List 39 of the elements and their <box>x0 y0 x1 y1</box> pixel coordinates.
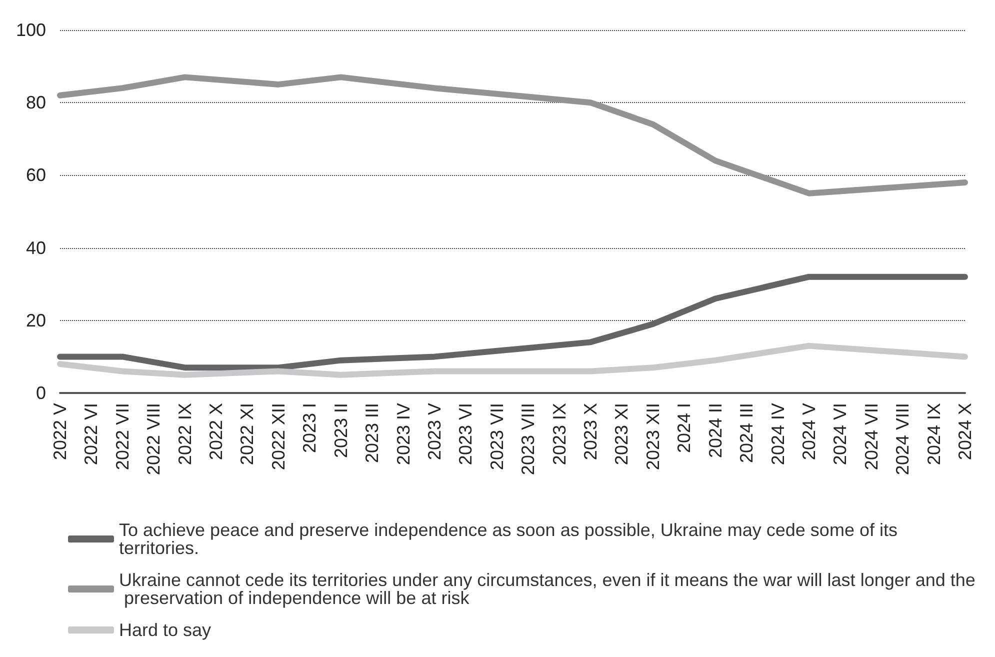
x-tick-label: 2024 IV <box>768 403 788 466</box>
x-tick-label: 2023 II <box>330 403 351 458</box>
x-tick-label: 2024 VIII <box>892 403 913 476</box>
x-tick-label: 2024 I <box>674 403 694 454</box>
x-tick-label: 2024 VI <box>830 403 850 466</box>
y-tick-label: 40 <box>26 238 46 258</box>
x-tick-label: 2023 XI <box>612 403 632 466</box>
x-tick-label: 2023 V <box>424 403 444 460</box>
x-tick-label: 2022 VII <box>112 403 132 470</box>
y-tick-label: 20 <box>26 310 46 330</box>
x-tick-label: 2023 III <box>362 403 382 464</box>
x-tick-label: 2022 IX <box>174 403 195 466</box>
x-tick-label: 2024 VII <box>861 403 882 470</box>
x-tick-label: 2022 XII <box>268 403 288 470</box>
x-tick-label: 2023 VII <box>486 403 507 470</box>
legend-label: Hard to say <box>119 620 212 640</box>
x-tick-label: 2024 X <box>955 403 975 460</box>
x-tick-label: 2022 V <box>50 403 70 460</box>
x-tick-label: 2024 V <box>798 403 819 460</box>
x-tick-label: 2024 IX <box>924 403 944 466</box>
x-tick-label: 2023 VI <box>456 403 476 466</box>
x-tick-label: 2023 IV <box>393 403 414 466</box>
x-tick-label: 2023 I <box>300 403 320 454</box>
x-tick-label: 2023 XII <box>642 403 663 470</box>
y-tick-label: 100 <box>16 20 46 40</box>
y-tick-label: 80 <box>26 92 46 113</box>
x-tick-label: 2023 X <box>580 403 601 460</box>
x-tick-label: 2022 VIII <box>144 403 164 476</box>
x-tick-label: 2023 VIII <box>518 403 538 476</box>
x-tick-label: 2024 III <box>736 403 757 464</box>
x-tick-label: 2022 VI <box>81 403 102 466</box>
y-tick-label: 0 <box>36 383 46 403</box>
x-tick-label: 2023 IX <box>549 403 570 466</box>
x-tick-label: 2024 II <box>705 403 726 458</box>
legend-label: To achieve peace and preserve independence as soon as possible, Ukraine may cede some of its territories. <box>119 520 902 558</box>
x-tick-label: 2022 XI <box>237 403 258 466</box>
x-tick-label: 2022 X <box>206 403 226 460</box>
legend-label: Ukraine cannot cede its territories under any circumstances, even if it means the war will last longer and the preservation of independence will be at risk <box>119 570 976 608</box>
y-tick-label: 60 <box>26 165 46 186</box>
